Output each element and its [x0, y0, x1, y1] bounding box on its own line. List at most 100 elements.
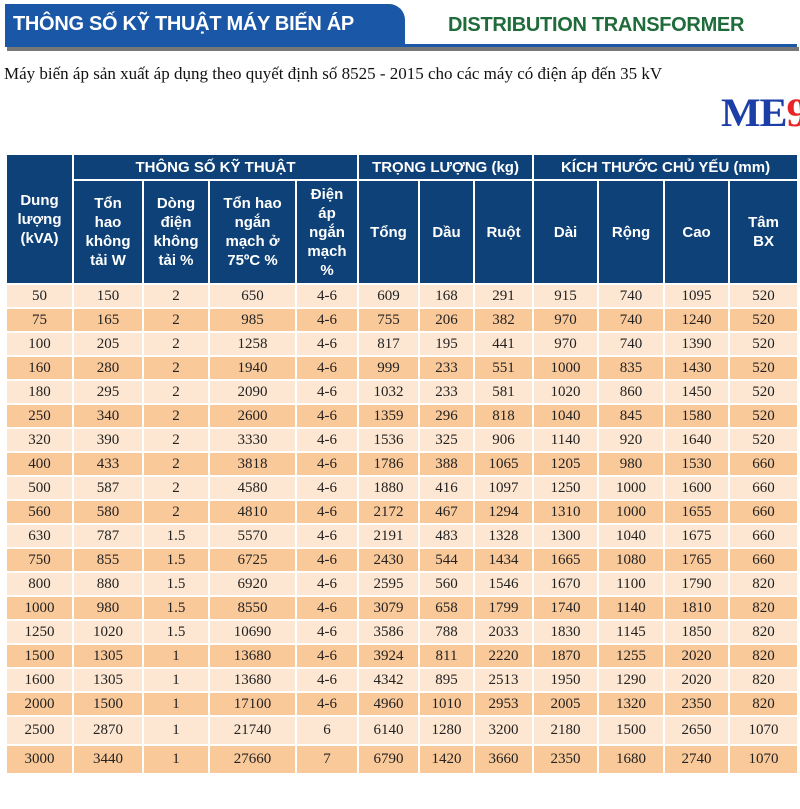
table-cell: 660 — [728, 475, 800, 501]
column-header: Dài — [532, 179, 600, 285]
table-cell: 580 — [72, 499, 144, 525]
table-cell: 1.5 — [142, 619, 210, 645]
table-cell: 1 — [142, 744, 210, 775]
table-row: 160 280 2 1940 4-6 999 233 551 1000 835 1430 520 — [5, 355, 800, 381]
table-cell: 2090 — [208, 379, 297, 405]
table-cell: 416 — [418, 475, 475, 501]
table-cell: 2000 — [5, 691, 74, 717]
table-cell: 915 — [532, 283, 600, 309]
table-row: 630 787 1.5 5570 4-6 2191 483 1328 1300 1040 1675 6… — [5, 523, 800, 549]
table-cell: 2033 — [472, 619, 535, 645]
column-header: Tổn hao không tải W — [72, 179, 144, 285]
table-cell: 4342 — [357, 667, 420, 693]
table-cell: 6920 — [208, 571, 297, 597]
table-cell: 1670 — [532, 571, 600, 597]
table-cell: 1880 — [357, 475, 420, 501]
table-cell: 2513 — [472, 667, 535, 693]
table-cell: 165 — [72, 307, 144, 333]
table-cell: 1450 — [663, 379, 731, 405]
table-cell: 7 — [295, 744, 359, 775]
table-cell: 2 — [142, 451, 210, 477]
table-cell: 1305 — [72, 667, 144, 693]
table-cell: 6140 — [357, 715, 420, 746]
table-cell: 1 — [142, 667, 210, 693]
table-cell: 1250 — [532, 475, 600, 501]
table-cell: 1830 — [532, 619, 600, 645]
table-cell: 544 — [418, 547, 475, 573]
table-cell: 1500 — [72, 691, 144, 717]
table-cell: 50 — [5, 283, 74, 309]
table-cell: 1950 — [532, 667, 600, 693]
table-cell: 820 — [728, 619, 800, 645]
table-cell: 2 — [142, 403, 210, 429]
table-cell: 2180 — [532, 715, 600, 746]
table-cell: 441 — [472, 331, 535, 357]
table-cell: 4-6 — [295, 403, 359, 429]
table-cell: 4-6 — [295, 547, 359, 573]
table-cell: 1 — [142, 643, 210, 669]
me9-logo: ME9 — [721, 93, 800, 133]
table-cell: 1258 — [208, 331, 297, 357]
table-cell: 1240 — [663, 307, 731, 333]
logo-nine: 9 — [787, 90, 800, 135]
table-cell: 2500 — [5, 715, 74, 746]
table-cell: 1000 — [597, 475, 666, 501]
table-cell: 467 — [418, 499, 475, 525]
table-cell: 818 — [472, 403, 535, 429]
table-cell: 6 — [295, 715, 359, 746]
table-cell: 1032 — [357, 379, 420, 405]
table-cell: 2650 — [663, 715, 731, 746]
table-cell: 1600 — [663, 475, 731, 501]
table-row: 100 205 2 1258 4-6 817 195 441 970 740 1390 520 — [5, 331, 800, 357]
table-cell: 1434 — [472, 547, 535, 573]
table-cell: 2350 — [663, 691, 731, 717]
table-cell: 1390 — [663, 331, 731, 357]
table-cell: 150 — [72, 283, 144, 309]
table-cell: 4-6 — [295, 619, 359, 645]
table-row: 2500 2870 1 21740 6 6140 1280 3200 2180 1500 2650 1… — [5, 715, 800, 746]
table-cell: 1675 — [663, 523, 731, 549]
table-cell: 1.5 — [142, 547, 210, 573]
table-cell: 1290 — [597, 667, 666, 693]
table-cell: 27660 — [208, 744, 297, 775]
table-cell: 433 — [72, 451, 144, 477]
table-cell: 3440 — [72, 744, 144, 775]
table-cell: 2 — [142, 475, 210, 501]
table-cell: 206 — [418, 307, 475, 333]
table-cell: 551 — [472, 355, 535, 381]
table-cell: 4-6 — [295, 691, 359, 717]
table-cell: 2953 — [472, 691, 535, 717]
table-cell: 13680 — [208, 643, 297, 669]
table-row: 750 855 1.5 6725 4-6 2430 544 1434 1665 1080 1765 6… — [5, 547, 800, 573]
table-cell: 1320 — [597, 691, 666, 717]
column-header: Tổng — [357, 179, 420, 285]
table-cell: 1786 — [357, 451, 420, 477]
table-cell: 740 — [597, 307, 666, 333]
table-cell: 195 — [418, 331, 475, 357]
table-cell: 17100 — [208, 691, 297, 717]
table-cell: 6790 — [357, 744, 420, 775]
table-cell: 168 — [418, 283, 475, 309]
table-cell: 1040 — [597, 523, 666, 549]
table-cell: 1790 — [663, 571, 731, 597]
table-cell: 1040 — [532, 403, 600, 429]
table-cell: 4-6 — [295, 283, 359, 309]
table-cell: 2220 — [472, 643, 535, 669]
table-cell: 1000 — [5, 595, 74, 621]
table-cell: 658 — [418, 595, 475, 621]
table-cell: 820 — [728, 667, 800, 693]
table-cell: 100 — [5, 331, 74, 357]
table-cell: 520 — [728, 427, 800, 453]
table-row: 1000 980 1.5 8550 4-6 3079 658 1799 1740 1140 1810… — [5, 595, 800, 621]
column-header: Tổn hao ngắn mạch ở 75ºC % — [208, 179, 297, 285]
table-cell: 295 — [72, 379, 144, 405]
table-cell: 820 — [728, 571, 800, 597]
table-cell: 382 — [472, 307, 535, 333]
table-cell: 560 — [418, 571, 475, 597]
table-cell: 1546 — [472, 571, 535, 597]
table-cell: 4960 — [357, 691, 420, 717]
table-cell: 1765 — [663, 547, 731, 573]
column-header: Cao — [663, 179, 731, 285]
table-cell: 1255 — [597, 643, 666, 669]
table-cell: 160 — [5, 355, 74, 381]
